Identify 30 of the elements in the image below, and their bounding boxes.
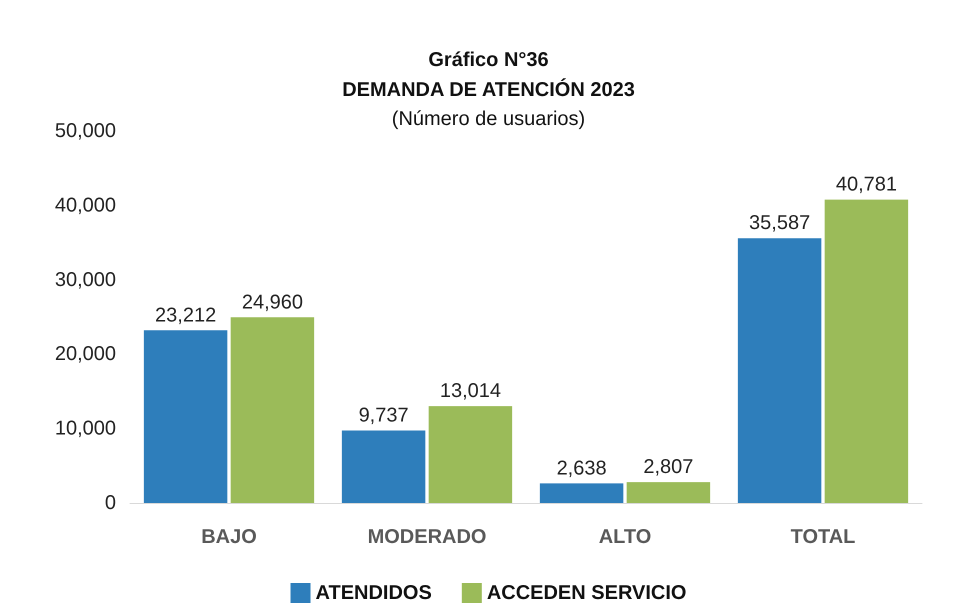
data-label: 9,737 bbox=[358, 404, 409, 427]
bar bbox=[230, 317, 314, 503]
x-tick-label: TOTAL bbox=[790, 526, 856, 548]
legend-label: ATENDIDOS bbox=[316, 582, 432, 604]
y-tick-label: 30,000 bbox=[54, 268, 116, 291]
data-label: 35,587 bbox=[749, 212, 810, 234]
legend-label: ACCEDEN SERVICIO bbox=[486, 582, 686, 604]
data-label: 2,807 bbox=[643, 456, 694, 478]
x-tick-label: BAJO bbox=[201, 526, 257, 548]
data-label: 23,212 bbox=[155, 304, 216, 326]
y-tick-label: 20,000 bbox=[54, 343, 116, 366]
data-label: 13,014 bbox=[440, 380, 501, 402]
y-tick-label: 10,000 bbox=[54, 418, 116, 440]
y-tick-label: 40,000 bbox=[54, 194, 116, 216]
data-label: 2,638 bbox=[556, 457, 607, 480]
data-label: 24,960 bbox=[242, 291, 303, 314]
y-tick-label: 50,000 bbox=[54, 120, 116, 142]
bar bbox=[540, 483, 624, 503]
x-tick-label: ALTO bbox=[598, 526, 652, 548]
chart-subtitle: (Número de usuarios) bbox=[392, 108, 586, 130]
x-tick-label: MODERADO bbox=[368, 526, 486, 548]
data-label: 40,781 bbox=[836, 174, 897, 196]
bar bbox=[824, 200, 908, 503]
bar bbox=[428, 406, 512, 503]
bar bbox=[738, 238, 822, 503]
bar bbox=[144, 330, 228, 503]
y-tick-label: 0 bbox=[104, 492, 116, 514]
chart-title: Gráfico N°36 DEMANDA DE ATENCIÓN 2023 bbox=[342, 49, 635, 101]
bar bbox=[626, 482, 710, 503]
bar bbox=[342, 430, 426, 503]
